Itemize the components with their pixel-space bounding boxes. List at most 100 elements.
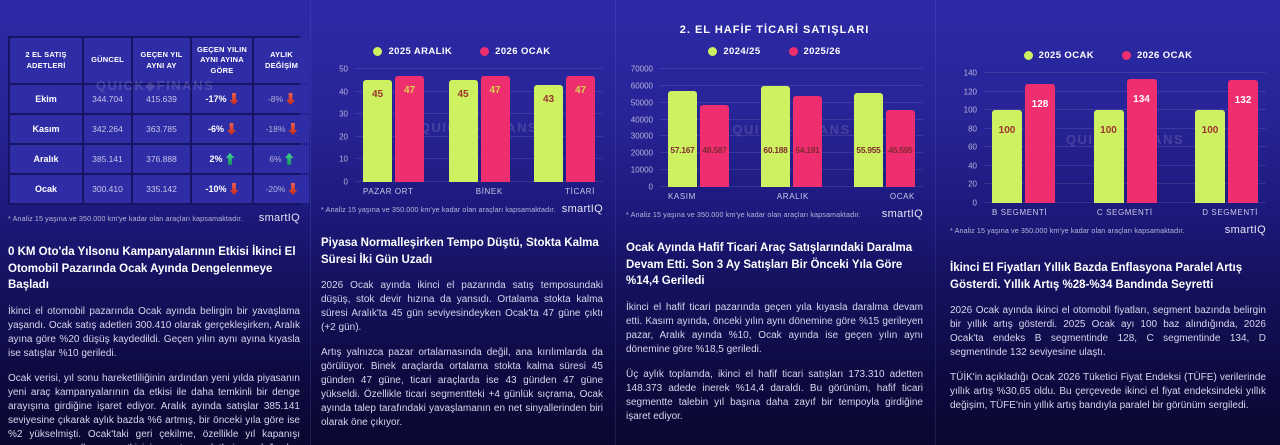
table-cell-month: Ocak [10, 175, 82, 203]
bar-group: 60.188 54.191 [761, 69, 822, 187]
panel4-paragraph-2: TÜİK'in açıkladığı Ocak 2026 Tüketici Fi… [950, 372, 1266, 412]
bar-value-label: 45 [371, 89, 384, 101]
y-tick-label: 50 [339, 64, 348, 74]
table-header-cell: 2 EL SATIŞ ADETLERİ [10, 38, 82, 83]
bar-group: 100 132 [1195, 73, 1258, 203]
gridline [660, 118, 923, 120]
footer-row: * Analiz 15 yaşına ve 350.000 km'ye kada… [321, 203, 603, 215]
table-cell-last-year: 415.639 [133, 85, 190, 113]
smartiq-logo: smartIQ [1224, 224, 1266, 236]
bar-2026-ocak: 132 [1228, 80, 1258, 203]
gridline [660, 68, 923, 69]
table-cell-monthly-change: -18% [254, 115, 309, 143]
bar-groups: 45 47 45 47 43 47 [355, 69, 603, 182]
panel-used-car-sales: QUICK◆FINANS 2 EL SATIŞ ADETLERİGÜNCELGE… [0, 0, 310, 445]
trend-up-icon [284, 153, 294, 165]
gridline [355, 158, 603, 160]
gridline [984, 90, 1266, 92]
bar-2026-ocak: 47 [395, 75, 424, 182]
gridline [355, 113, 603, 115]
table-cell-yoy-change: -10% [192, 175, 252, 203]
panel2-paragraph-1: 2026 Ocak ayında ikinci el pazarında sat… [321, 280, 603, 334]
table-cell-current: 385.141 [84, 145, 131, 173]
y-tick-label: 0 [648, 182, 653, 192]
bar-2025-26: 48.587 [700, 105, 729, 187]
bar-2025-ocak: 100 [992, 110, 1022, 203]
category-label: C SEGMENTİ [1096, 208, 1153, 217]
legend-label: 2025/26 [803, 46, 841, 57]
gridline [660, 152, 923, 154]
gridline [660, 135, 923, 137]
y-tick-label: 70000 [630, 64, 653, 74]
smartiq-logo: smartIQ [561, 203, 603, 215]
panel1-paragraph-2: Ocak verisi, yıl sonu hareketliliğinin a… [8, 373, 300, 445]
trend-up-icon [225, 153, 235, 165]
bar-value-label: 60.188 [763, 145, 788, 155]
bar-2026-ocak: 47 [480, 75, 510, 182]
legend-dot-icon [708, 47, 718, 56]
x-axis: PAZAR ORT BİNEK TİCARİ [355, 187, 603, 196]
legend-label: 2025 OCAK [1038, 50, 1094, 61]
table-cell-current: 344.704 [84, 85, 131, 113]
sales-table: 2 EL SATIŞ ADETLERİ GÜNCEL GEÇEN YIL AYNI … [8, 36, 309, 205]
panel3-heading: Ocak Ayında Hafif Ticari Araç Satışların… [626, 242, 913, 288]
y-tick-label: 40 [968, 161, 977, 171]
y-tick-label: 20000 [630, 148, 653, 158]
gridline [984, 202, 1266, 203]
panel2-heading: Piyasa Normalleşirken Tempo Düştü, Stokt… [321, 237, 599, 266]
chart-legend: 2025 OCAK 2026 OCAK [950, 50, 1266, 61]
bar-value-label: 100 [998, 125, 1016, 137]
bar-value-label: 48.587 [702, 145, 727, 155]
plot-area: QUICK◆FINANS 100 128 100 134 100 132 [984, 72, 1266, 203]
table-cell-yoy-change: -6% [192, 115, 252, 143]
y-axis: 50 40 30 20 10 0 [321, 65, 355, 187]
gridline [984, 146, 1266, 148]
legend-item: 2026 OCAK [480, 46, 550, 57]
y-tick-label: 60000 [630, 81, 653, 91]
footnote: * Analiz 15 yaşına ve 350.000 km'ye kada… [626, 209, 861, 219]
category-label: TİCARİ [565, 187, 595, 196]
category-label: D SEGMENTİ [1202, 208, 1258, 217]
y-tick-label: 20 [339, 132, 348, 142]
gridline [984, 183, 1266, 185]
bar-value-label: 55.955 [856, 145, 881, 155]
footer-row: * Analiz 15 yaşına ve 350.000 km'ye kada… [8, 212, 300, 224]
chart-legend: 2025 ARALIK 2026 OCAK [321, 46, 603, 57]
table-cell-last-year: 363.785 [133, 115, 190, 143]
trend-down-icon [229, 183, 239, 195]
panel2-paragraph-2: Artış yalnızca pazar ortalamasında değil… [321, 347, 603, 429]
y-tick-label: 20 [968, 179, 977, 189]
gridline [984, 127, 1266, 129]
table-header-cell: AYLIK DEĞİŞİM [254, 38, 309, 83]
y-tick-label: 140 [963, 68, 977, 78]
lcv-sales-chart: 2. EL HAFİF TİCARİ SATIŞLARI 2024/25 2025… [626, 24, 923, 201]
table-cell-month: Ekim [10, 85, 82, 113]
bar-value-label: 47 [574, 84, 587, 96]
bar-value-label: 54.191 [795, 145, 820, 155]
gridline [355, 68, 603, 69]
bar-group: 43 47 [534, 69, 595, 182]
panel1-heading: 0 KM Oto'da Yılsonu Kampanyalarının Etki… [8, 246, 296, 292]
trend-down-icon [286, 93, 296, 105]
smartiq-logo: smartIQ [881, 208, 923, 220]
table-cell-month: Kasım [10, 115, 82, 143]
table-cell-month: Aralık [10, 145, 82, 173]
y-tick-label: 30000 [630, 131, 653, 141]
legend-label: 2024/25 [723, 46, 761, 57]
y-tick-label: 40 [339, 87, 348, 97]
table-cell-monthly-change: -20% [254, 175, 309, 203]
panel3-paragraph-1: İkinci el hafif ticari pazarında geçen y… [626, 302, 923, 356]
bar-2024-25: 55.955 [854, 92, 883, 187]
legend-dot-icon [1023, 51, 1033, 60]
panel3-paragraph-2: Üç aylık toplamda, ikinci el hafif ticar… [626, 369, 923, 423]
y-tick-label: 120 [963, 87, 977, 97]
table-header-cell: GEÇEN YILIN AYNI AYINA GÖRE [192, 38, 252, 83]
table-cell-current: 300.410 [84, 175, 131, 203]
gridline [984, 164, 1266, 166]
table-cell-monthly-change: -8% [254, 85, 309, 113]
y-tick-label: 80 [968, 124, 977, 134]
bar-group: 100 134 [1093, 73, 1157, 203]
legend-dot-icon [1122, 51, 1131, 60]
bar-value-label: 128 [1031, 99, 1049, 111]
